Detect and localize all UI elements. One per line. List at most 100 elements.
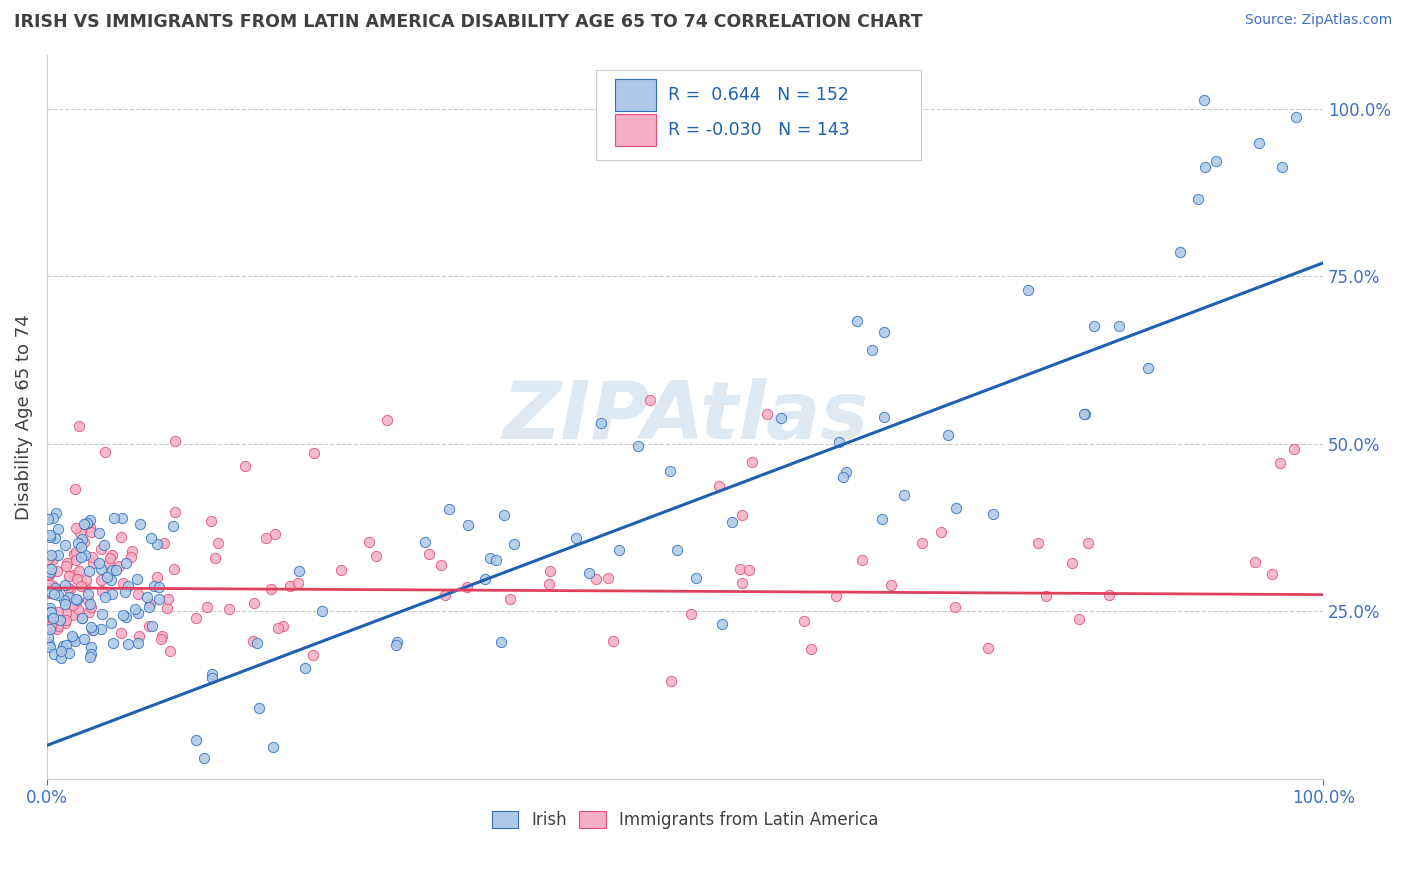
Point [39,605,62,619]
Point [90,562,112,576]
Point [148,591,170,606]
Point [42,511,65,525]
Point [51,644,73,658]
Point [184,611,207,625]
Point [474,572,496,586]
Point [37,613,59,627]
Point [75,573,97,587]
Point [127,606,149,620]
Point [75,580,97,594]
Point [200,514,222,528]
Point [851,553,873,567]
Point [46,548,69,562]
Point [1098,588,1121,602]
Point [1187,192,1209,206]
Point [42,606,65,620]
Point [246,636,269,650]
Point [90,583,112,598]
Point [38,568,60,582]
Point [90,573,112,587]
Point [100,573,122,587]
Legend: Irish, Immigrants from Latin America: Irish, Immigrants from Latin America [485,805,884,836]
Point [1270,456,1292,470]
Point [578,566,600,581]
Point [103,511,125,525]
Point [66,602,89,616]
Point [39,601,62,615]
Point [69,579,91,593]
Point [117,637,139,651]
Point [148,580,170,594]
Point [330,563,353,577]
FancyBboxPatch shape [596,70,921,160]
Point [62,596,84,610]
Point [114,609,136,624]
Point [233,459,256,474]
Point [162,519,184,533]
Point [301,648,323,662]
Point [143,578,166,592]
Point [146,537,169,551]
Point [627,439,650,453]
Point [48,613,70,627]
Point [124,602,146,616]
Point [254,531,277,545]
Point [46,589,69,603]
Point [56,581,79,595]
Point [82,624,104,638]
Point [375,412,398,426]
Point [80,524,103,539]
Point [193,751,215,765]
Point [75,548,97,562]
Point [485,552,508,566]
Point [155,601,177,615]
Point [499,591,522,606]
Point [66,593,89,607]
Point [1074,407,1097,421]
Point [100,615,122,630]
Point [1026,535,1049,549]
Point [37,512,59,526]
Point [80,647,103,661]
Point [150,629,173,643]
Point [117,579,139,593]
Point [602,634,624,648]
Point [1194,161,1216,175]
Point [60,607,83,622]
Point [56,556,79,570]
Point [945,500,967,515]
Point [63,482,86,496]
Point [53,538,76,552]
Point [41,611,63,625]
Point [538,564,561,578]
Point [128,629,150,643]
Point [79,597,101,611]
Point [41,548,63,562]
Point [37,585,59,599]
Text: IRISH VS IMMIGRANTS FROM LATIN AMERICA DISABILITY AGE 65 TO 74 CORRELATION CHART: IRISH VS IMMIGRANTS FROM LATIN AMERICA D… [14,13,922,31]
Point [596,570,619,584]
Point [1282,442,1305,456]
Point [37,551,59,566]
Point [67,418,90,433]
Point [437,501,460,516]
Point [304,446,326,460]
Point [1260,566,1282,581]
Point [41,551,63,566]
Point [100,563,122,577]
Point [53,598,76,612]
Point [418,547,440,561]
Point [46,622,69,636]
Point [195,600,218,615]
Point [1062,556,1084,570]
Point [278,579,301,593]
Point [659,464,682,478]
Point [93,445,115,459]
Point [110,511,132,525]
Point [77,564,100,578]
Point [97,556,120,570]
Point [607,542,630,557]
Point [55,639,77,653]
Point [287,576,309,591]
Point [1192,93,1215,107]
